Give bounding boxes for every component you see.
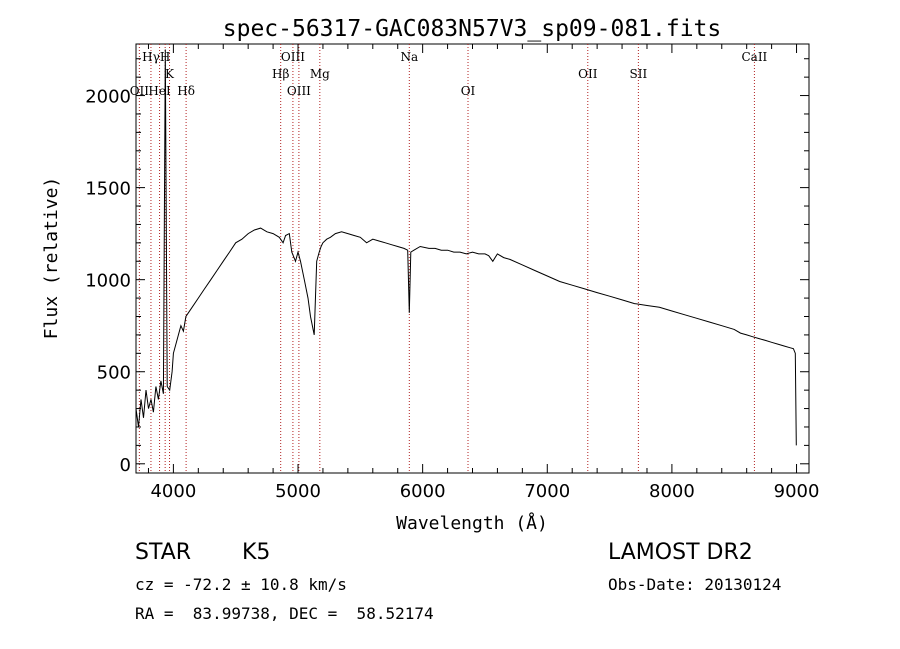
redshift-value: cz = -72.2 ± 10.8 km/s xyxy=(135,575,347,594)
line-label: Mg xyxy=(310,67,330,81)
line-label: OII xyxy=(130,84,150,98)
x-tick-label: 8000 xyxy=(649,481,695,502)
line-label: SII xyxy=(630,67,648,81)
line-label: OIII xyxy=(287,84,311,98)
chart-title: spec-56317-GAC083N57V3_sp09-081.fits xyxy=(223,16,722,42)
line-label: CaII xyxy=(741,50,767,64)
spectrum-chart: spec-56317-GAC083N57V3_sp09-081.fits OII… xyxy=(41,16,819,534)
coordinates: RA = 83.99738, DEC = 58.52174 xyxy=(135,604,434,623)
x-tick-label: 5000 xyxy=(275,481,321,502)
plot-frame xyxy=(135,43,810,474)
line-label: HeI xyxy=(148,84,171,98)
axis-ticks: 4000 5000 6000 7000 8000 9000 0 500 1000 1500 2000 xyxy=(85,44,819,502)
line-label: Hβ xyxy=(272,67,289,81)
line-label: OI xyxy=(461,84,476,98)
spectrum-line xyxy=(135,49,797,446)
object-class: STAR xyxy=(135,540,192,565)
x-tick-label: 7000 xyxy=(524,481,570,502)
object-subclass: K5 xyxy=(242,540,271,565)
survey-name: LAMOST DR2 xyxy=(608,540,753,565)
x-tick-label: 6000 xyxy=(400,481,446,502)
y-axis-label: Flux (relative) xyxy=(41,177,62,340)
line-label: K xyxy=(165,67,175,81)
y-tick-label: 1000 xyxy=(85,271,131,292)
y-tick-label: 1500 xyxy=(85,179,131,200)
line-label: Hγ xyxy=(142,50,160,64)
line-label: OII xyxy=(578,67,598,81)
y-tick-label: 500 xyxy=(97,363,131,384)
y-tick-label: 0 xyxy=(120,455,131,476)
y-tick-label: 2000 xyxy=(85,87,131,108)
x-tick-label: 9000 xyxy=(774,481,820,502)
line-label: Na xyxy=(400,50,418,64)
observation-date: Obs-Date: 20130124 xyxy=(608,575,782,594)
line-label: Hδ xyxy=(177,84,195,98)
line-label: OIII xyxy=(281,50,305,64)
x-axis-label: Wavelength (Å) xyxy=(396,512,548,534)
x-tick-label: 4000 xyxy=(150,481,196,502)
